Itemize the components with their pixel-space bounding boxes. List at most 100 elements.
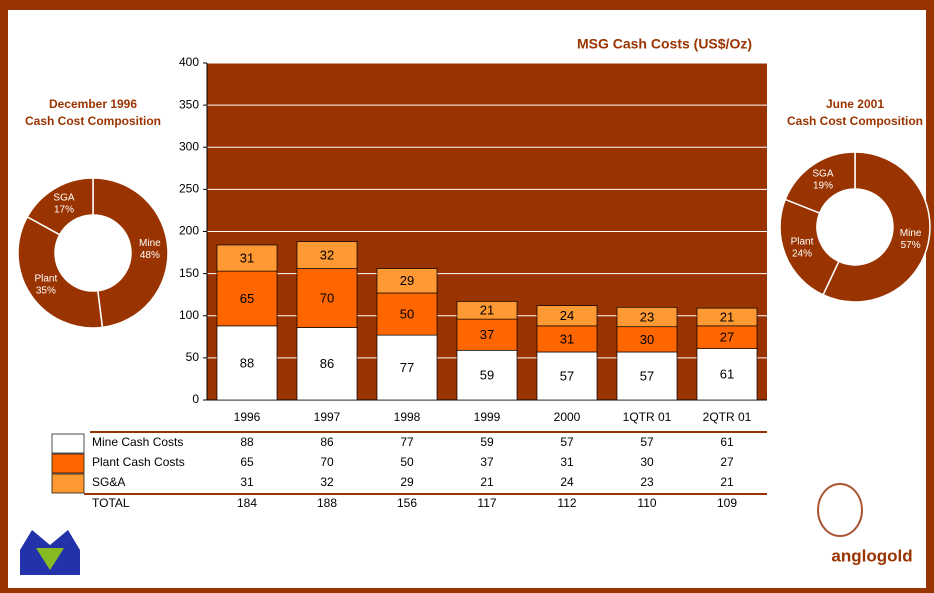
table-cell: 24 <box>560 475 574 489</box>
table-cell: 70 <box>320 455 334 469</box>
slice-label: Plant <box>791 237 814 248</box>
slice-value-label: 35% <box>36 286 56 297</box>
table-cell: 88 <box>240 435 254 449</box>
table-total: 156 <box>397 496 417 510</box>
bar-value-label: 31 <box>240 250 254 265</box>
slice-label: Mine <box>900 228 922 239</box>
table-total: 117 <box>477 496 496 510</box>
slice-label: SGA <box>53 193 74 204</box>
table-cell: 31 <box>240 475 254 489</box>
donut-slice <box>784 151 856 214</box>
x-tick-label: 2QTR 01 <box>703 410 752 424</box>
donut-slice <box>92 177 169 329</box>
table-cell: 50 <box>400 455 414 469</box>
table-total-label: TOTAL <box>92 496 130 510</box>
bar-segment <box>456 301 518 320</box>
bar-segment <box>216 325 278 401</box>
left-logo <box>20 530 80 575</box>
legend-swatch <box>51 473 85 494</box>
table-cell: 32 <box>320 475 334 489</box>
bar-segment <box>456 349 518 401</box>
bar-value-label: 37 <box>480 327 494 342</box>
bar-value-label: 57 <box>640 368 654 383</box>
slice-value-label: 57% <box>901 240 921 251</box>
legend-label: Mine Cash Costs <box>92 435 183 449</box>
table-cell: 65 <box>240 455 254 469</box>
table-cell: 23 <box>640 475 654 489</box>
y-tick-label: 50 <box>186 350 200 364</box>
bar-segment <box>616 326 678 353</box>
table-cell: 77 <box>400 435 414 449</box>
table-cell: 57 <box>640 435 654 449</box>
legend-label: Plant Cash Costs <box>92 455 185 469</box>
slice-value-label: 17% <box>54 205 74 216</box>
donut-slice <box>17 215 104 329</box>
bar-value-label: 65 <box>240 291 254 306</box>
donut-subtitle: Cash Cost Composition <box>787 114 923 128</box>
bar-value-label: 21 <box>480 303 494 318</box>
table-cell: 27 <box>720 455 734 469</box>
legend-label: SG&A <box>92 475 125 489</box>
bar-value-label: 32 <box>320 248 334 263</box>
table-cell: 21 <box>720 475 734 489</box>
y-tick-label: 100 <box>179 308 199 322</box>
bar-value-label: 59 <box>480 368 494 383</box>
bar-value-label: 88 <box>240 355 254 370</box>
x-tick-label: 1996 <box>234 410 261 424</box>
bar-segment <box>376 268 438 294</box>
table-cell: 57 <box>560 435 574 449</box>
bar-value-label: 70 <box>320 290 334 305</box>
bar-value-label: 57 <box>560 368 574 383</box>
y-tick-label: 300 <box>179 139 199 153</box>
x-tick-label: 1997 <box>314 410 341 424</box>
bar-value-label: 23 <box>640 309 654 324</box>
bar-segment <box>616 306 678 328</box>
slice-value-label: 19% <box>813 180 833 191</box>
table-total: 109 <box>717 496 737 510</box>
bar-segment <box>696 307 758 327</box>
donut-slice <box>26 177 94 236</box>
logo-shape <box>36 548 64 570</box>
logo-figure <box>817 483 863 537</box>
bar-segment <box>296 327 358 401</box>
y-tick-label: 250 <box>179 182 199 196</box>
table-cell: 30 <box>640 455 654 469</box>
table-total: 188 <box>317 496 337 510</box>
bar-value-label: 31 <box>560 331 574 346</box>
x-tick-label: 2000 <box>554 410 581 424</box>
legend-swatch <box>51 453 85 474</box>
donut-slice <box>822 151 931 303</box>
donut-title: June 2001 <box>826 97 884 111</box>
bar-segment <box>536 325 598 353</box>
table-cell: 31 <box>560 455 574 469</box>
bar-value-label: 61 <box>720 367 734 382</box>
bar-segment <box>296 268 358 328</box>
bar-segment <box>616 351 678 401</box>
y-tick-label: 350 <box>179 97 199 111</box>
table-cell: 21 <box>480 475 494 489</box>
donut-subtitle: Cash Cost Composition <box>25 114 161 128</box>
bar-segment <box>696 348 758 401</box>
slice-label: SGA <box>812 168 833 179</box>
bar-value-label: 21 <box>720 309 734 324</box>
slice-value-label: 48% <box>140 250 160 261</box>
table-total: 184 <box>237 496 257 510</box>
y-tick-label: 400 <box>179 55 199 69</box>
bar-segment <box>536 305 598 327</box>
bar-value-label: 50 <box>400 307 414 322</box>
table-cell: 37 <box>480 455 494 469</box>
logo-text: anglogold <box>831 546 912 565</box>
x-tick-label: 1QTR 01 <box>623 410 672 424</box>
slice-label: Plant <box>34 274 57 285</box>
table-total: 110 <box>637 496 656 510</box>
bar-segment <box>376 292 438 336</box>
bar-value-label: 29 <box>400 273 414 288</box>
bar-value-label: 30 <box>640 332 654 347</box>
table-cell: 61 <box>720 435 734 449</box>
table-total: 112 <box>557 496 576 510</box>
bar-segment <box>296 241 358 269</box>
x-tick-label: 1999 <box>474 410 501 424</box>
table-cell: 29 <box>400 475 414 489</box>
y-tick-label: 200 <box>179 224 199 238</box>
